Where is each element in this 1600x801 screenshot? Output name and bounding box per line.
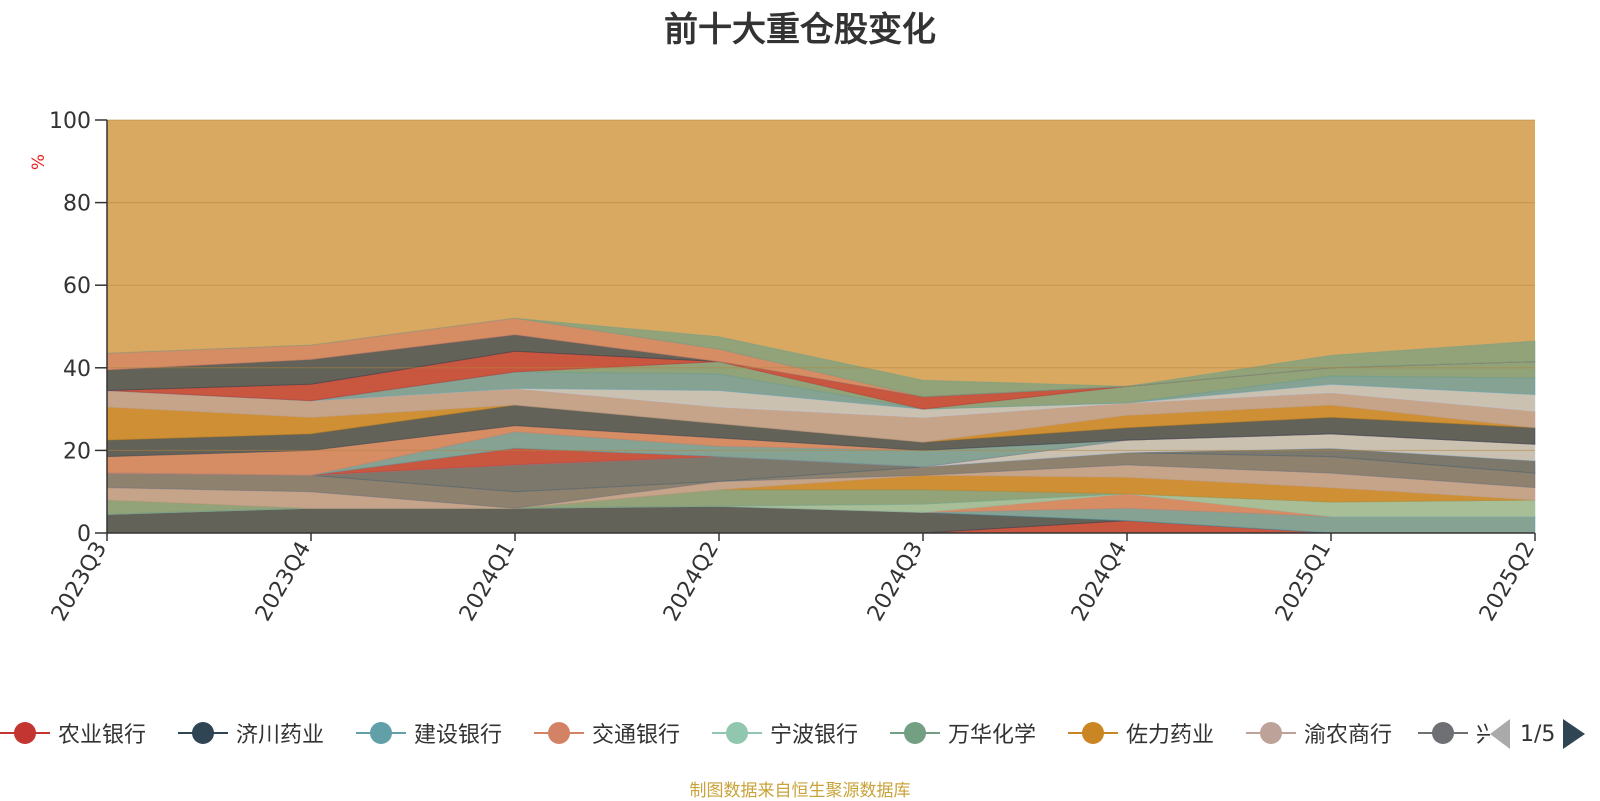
legend-item[interactable]: 农业银行 — [0, 716, 146, 750]
legend-item[interactable]: 渝农商行 — [1246, 716, 1392, 750]
legend-label: 万华化学 — [948, 723, 1037, 748]
legend-marker-icon — [356, 722, 406, 744]
legend-label: 农业银行 — [58, 723, 147, 748]
legend-label: 济川药业 — [236, 723, 325, 748]
legend-pager: 1/5 — [1490, 714, 1600, 754]
pager-next-icon[interactable] — [1563, 719, 1586, 749]
legend-label: 交通银行 — [592, 723, 681, 748]
legend-item[interactable]: 济川药业 — [178, 716, 324, 750]
pager-text: 1/5 — [1520, 721, 1556, 747]
legend-marker-icon — [1246, 722, 1296, 744]
legend-marker-icon — [1068, 722, 1118, 744]
x-tick-label: 2023Q3 — [47, 538, 112, 626]
y-tick-label: 80 — [63, 192, 91, 217]
legend-item[interactable]: 万华化学 — [890, 716, 1036, 750]
x-tick-label: 2024Q4 — [1067, 538, 1132, 626]
y-tick-label: 100 — [49, 109, 91, 134]
y-tick-label: 0 — [77, 522, 91, 547]
legend: 农业银行 济川药业 建设银行 交通银行 宁波银行 万华化学 佐力药业 渝农商行兴 — [0, 716, 1600, 756]
legend-item[interactable]: 宁波银行 — [712, 716, 858, 750]
pager-prev-icon[interactable] — [1490, 719, 1512, 749]
legend-marker-icon — [1418, 722, 1468, 744]
y-tick-label: 40 — [63, 357, 91, 382]
x-tick-label: 2025Q1 — [1271, 538, 1336, 626]
legend-marker-icon — [534, 722, 584, 744]
legend-marker-icon — [178, 722, 228, 744]
legend-item[interactable]: 兴 — [1418, 716, 1498, 750]
legend-label: 建设银行 — [414, 723, 503, 748]
data-source-note: 制图数据来自恒生聚源数据库 — [689, 781, 911, 801]
grid-layer — [107, 119, 1535, 451]
x-tick-label: 2023Q4 — [251, 538, 316, 626]
legend-marker-icon — [712, 722, 762, 744]
legend-label: 渝农商行 — [1304, 723, 1393, 748]
legend-item[interactable]: 交通银行 — [534, 716, 680, 750]
x-tick-label: 2024Q3 — [863, 538, 928, 626]
x-tick-label: 2024Q2 — [659, 538, 724, 626]
area-series-24 — [106, 317, 1536, 398]
y-axis-unit: % — [29, 154, 49, 170]
chart-title: 前十大重仓股变化 — [664, 10, 936, 50]
legend-marker-icon — [890, 722, 940, 744]
legend-label: 宁波银行 — [770, 723, 859, 748]
legend-item[interactable]: 佐力药业 — [1068, 716, 1214, 750]
y-tick-label: 60 — [63, 274, 91, 299]
x-tick-label: 2024Q1 — [455, 538, 520, 626]
x-tick-label: 2025Q2 — [1475, 538, 1540, 626]
legend-marker-icon — [0, 722, 50, 744]
y-tick-label: 20 — [63, 439, 91, 464]
area-layer — [106, 120, 1536, 534]
legend-label: 佐力药业 — [1126, 723, 1215, 748]
legend-item[interactable]: 建设银行 — [356, 716, 502, 750]
